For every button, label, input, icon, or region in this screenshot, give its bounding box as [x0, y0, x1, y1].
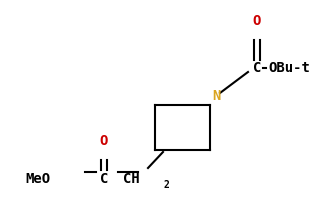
- Text: N: N: [212, 89, 220, 103]
- Text: MeO: MeO: [25, 172, 50, 186]
- Text: O: O: [253, 14, 261, 28]
- Text: OBu-t: OBu-t: [268, 61, 310, 75]
- Text: 2: 2: [163, 180, 169, 190]
- Text: C: C: [100, 172, 108, 186]
- Text: C: C: [253, 61, 261, 75]
- Text: O: O: [100, 134, 108, 148]
- Text: CH: CH: [123, 172, 140, 186]
